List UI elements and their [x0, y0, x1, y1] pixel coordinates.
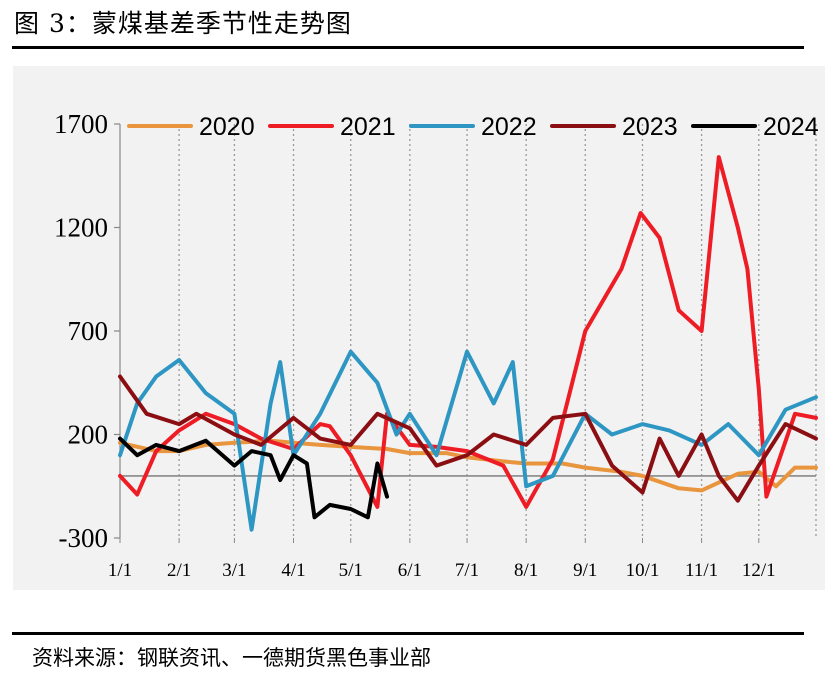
x-tick-label: 9/1 — [573, 560, 597, 581]
y-tick-label: 1200 — [54, 213, 108, 243]
title-rule — [12, 46, 804, 49]
legend-label-2024: 2024 — [763, 113, 819, 141]
legend-label-2020: 2020 — [199, 113, 255, 141]
source-rule — [12, 632, 804, 635]
source-note: 资料来源：钢联资讯、一德期货黑色事业部 — [32, 646, 431, 670]
legend-layer: 2020 2021 2022 2023 2024 — [127, 113, 819, 141]
x-tick-label: 10/1 — [626, 560, 660, 581]
x-tick-label: 7/1 — [455, 560, 479, 581]
series-line-2020 — [118, 438, 818, 493]
y-tick-label: 200 — [68, 420, 109, 450]
legend-label-2023: 2023 — [622, 113, 678, 141]
series-line-2021 — [118, 155, 818, 509]
legend-label-2022: 2022 — [481, 113, 537, 141]
x-tick-label: 11/1 — [685, 560, 718, 581]
x-tick-label: 6/1 — [398, 560, 422, 581]
y-tick-label: -300 — [59, 523, 109, 553]
series-line-2023 — [118, 374, 818, 503]
x-tick-label: 4/1 — [281, 560, 305, 581]
x-tick-label: 8/1 — [514, 560, 538, 581]
x-tick-label: 5/1 — [339, 560, 363, 581]
x-tick-label: 3/1 — [222, 560, 246, 581]
chart-svg: 1700 1200 700 200 -300 1/1 2/1 3/1 4/1 5/1 6/1 7/1 8… — [54, 109, 819, 581]
x-tick-label: 12/1 — [742, 560, 776, 581]
series-layer — [118, 155, 818, 532]
y-tick-label: 700 — [68, 316, 109, 346]
axis-layer: 1700 1200 700 200 -300 1/1 2/1 3/1 4/1 5/1 6/1 7/1 8… — [54, 109, 816, 581]
y-tick-label: 1700 — [54, 109, 108, 139]
legend-label-2021: 2021 — [340, 113, 396, 141]
x-tick-label: 1/1 — [108, 560, 132, 581]
figure-title: 图 3：蒙煤基差季节性走势图 — [14, 9, 352, 38]
series-line-2022 — [118, 349, 818, 532]
series-line-2024 — [118, 436, 389, 520]
chart-panel: 1700 1200 700 200 -300 1/1 2/1 3/1 4/1 5/1 6/1 7/1 8… — [13, 66, 825, 590]
x-tick-label: 2/1 — [167, 560, 191, 581]
